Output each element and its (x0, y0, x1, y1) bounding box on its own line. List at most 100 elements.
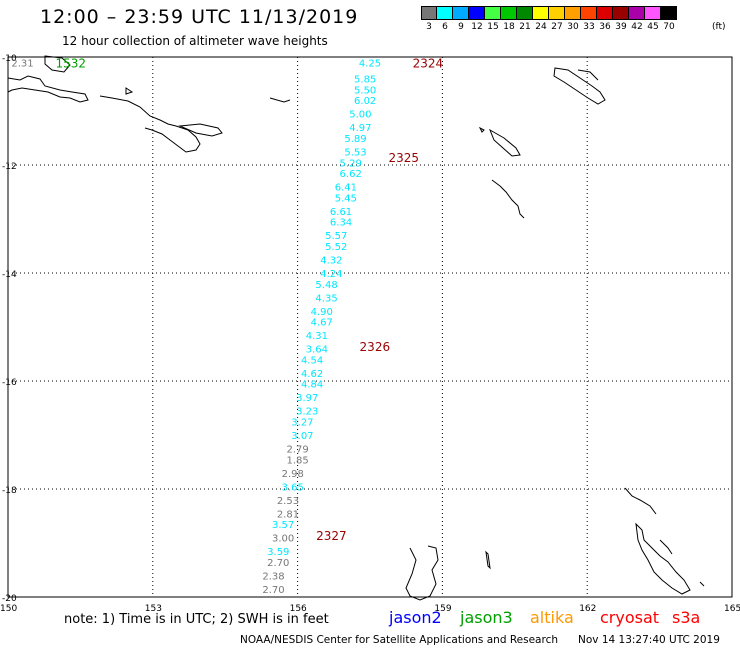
footer-note: note: 1) Time is in UTC; 2) SWH is in fe… (64, 612, 329, 627)
map-frame (7, 56, 733, 598)
coastline-newcal-b (635, 522, 691, 595)
coastline-solomons-b (577, 69, 599, 81)
wave-height-value: 2.79 (286, 445, 308, 456)
wave-height-value: 5.29 (340, 158, 362, 169)
observations: 4.25 5.855.506.02 5.00 4.975.89 5.535.296.62… (11, 58, 381, 596)
scale-swatch (501, 6, 517, 20)
wave-height-value: 4.24 (320, 269, 342, 280)
legend-cryosat: cryosat (600, 608, 660, 627)
scale-swatch (645, 6, 661, 20)
map-subtitle: 12 hour collection of altimeter wave hei… (62, 34, 328, 48)
wave-height-value: 4.35 (315, 293, 337, 304)
coastline-newcal-d (699, 581, 705, 587)
wave-height-value: 4.67 (311, 318, 333, 329)
coastline-reef (485, 550, 491, 570)
pass-number-label: 2325 (389, 151, 420, 165)
wave-height-value: 5.85 (354, 75, 376, 86)
wave-height-value: 2.70 (262, 585, 284, 596)
wave-height-value: 3.27 (291, 418, 313, 429)
wave-height-value: 2.31 (11, 58, 33, 69)
scale-swatch (533, 6, 549, 20)
wave-height-value: 6.62 (340, 169, 362, 180)
scale-swatch (629, 6, 645, 20)
wave-height-value: 3.65 (282, 482, 304, 493)
scale-label: 42 (631, 22, 643, 32)
scale-swatch (485, 6, 501, 20)
wave-height-value: 4.31 (306, 331, 328, 342)
scale-label: 9 (458, 22, 464, 32)
color-scale (421, 6, 677, 20)
scale-label: 18 (503, 22, 515, 32)
coastline-png-east (99, 95, 201, 153)
wave-height-value: 6.61 (330, 207, 352, 218)
legend-s3a: s3a (672, 608, 701, 627)
credit-line: NOAA/NESDIS Center for Satellite Applica… (240, 634, 558, 646)
lat-label: -20 (2, 594, 17, 604)
lon-label: 162 (579, 604, 596, 614)
wave-height-value: 2.53 (277, 496, 299, 507)
scale-label: 12 (471, 22, 483, 32)
scale-label: 36 (599, 22, 611, 32)
wave-height-value: 4.25 (359, 58, 381, 69)
scale-swatch (549, 6, 565, 20)
coastline-vanuatu-a (491, 179, 525, 219)
wave-height-value: 3.64 (306, 345, 328, 356)
scale-label: 70 (663, 22, 675, 32)
scale-swatch (613, 6, 629, 20)
pass-labels: 2324 2325 2326 2327 1532 (55, 56, 443, 543)
scale-label: 45 (647, 22, 659, 32)
scale-label: 24 (535, 22, 547, 32)
wave-height-value: 5.00 (349, 110, 371, 121)
scale-swatch (421, 6, 437, 20)
wave-height-value: 3.57 (272, 520, 294, 531)
color-scale-labels: 3 6 9 12 15 18 21 24 27 30 33 36 39 42 45 70 (421, 22, 677, 32)
generated-timestamp: Nov 14 13:27:40 UTC 2019 (578, 634, 720, 646)
coastline-island-d (125, 87, 134, 95)
lon-label: 156 (290, 604, 307, 614)
scale-label: 33 (583, 22, 595, 32)
coastline-rennell (489, 128, 521, 157)
wave-height-value: 6.02 (354, 96, 376, 107)
wave-height-value: 4.54 (301, 355, 323, 366)
wave-height-value: 2.98 (282, 469, 304, 480)
scale-swatch (517, 6, 533, 20)
scale-swatch (597, 6, 613, 20)
coastline-rennell-b (478, 126, 485, 133)
scale-label: 21 (519, 22, 531, 32)
legend-jason2: jason2 (389, 608, 442, 627)
scale-swatch (453, 6, 469, 20)
pass-number-label: 1532 (55, 56, 86, 70)
lat-label: -16 (2, 378, 17, 388)
wave-height-value: 6.41 (335, 183, 357, 194)
wave-height-value: 5.52 (325, 242, 347, 253)
wave-height-value: 5.53 (344, 148, 366, 159)
wave-height-value: 3.07 (291, 431, 313, 442)
pass-number-label: 2327 (316, 529, 347, 543)
coastline-newcal-c (659, 539, 673, 555)
lon-label: 159 (434, 604, 451, 614)
wave-height-value: 5.57 (325, 231, 347, 242)
wave-height-value: 3.97 (296, 393, 318, 404)
wave-height-value: 5.89 (344, 134, 366, 145)
scale-label: 3 (426, 22, 432, 32)
scale-label: 15 (487, 22, 499, 32)
wave-height-value: 4.32 (320, 256, 342, 267)
coastline-solomons-a (553, 67, 606, 105)
scale-label: 6 (442, 22, 448, 32)
wave-height-value: 4.84 (301, 380, 323, 391)
scale-swatch (469, 6, 485, 20)
scale-label: 30 (567, 22, 579, 32)
scale-label: 27 (551, 22, 563, 32)
wave-height-value: 3.23 (296, 407, 318, 418)
map-title: 12:00 – 23:59 UTC 11/13/2019 (40, 6, 359, 28)
wave-height-value: 6.34 (330, 218, 352, 229)
coastline-chesterfield (405, 545, 439, 601)
legend-jason3: jason3 (460, 608, 513, 627)
scale-swatch (661, 6, 677, 20)
lon-label: 150 (0, 604, 17, 614)
wave-height-value: 4.90 (311, 307, 333, 318)
coastline (7, 55, 705, 601)
coastline-island-c (269, 97, 291, 103)
